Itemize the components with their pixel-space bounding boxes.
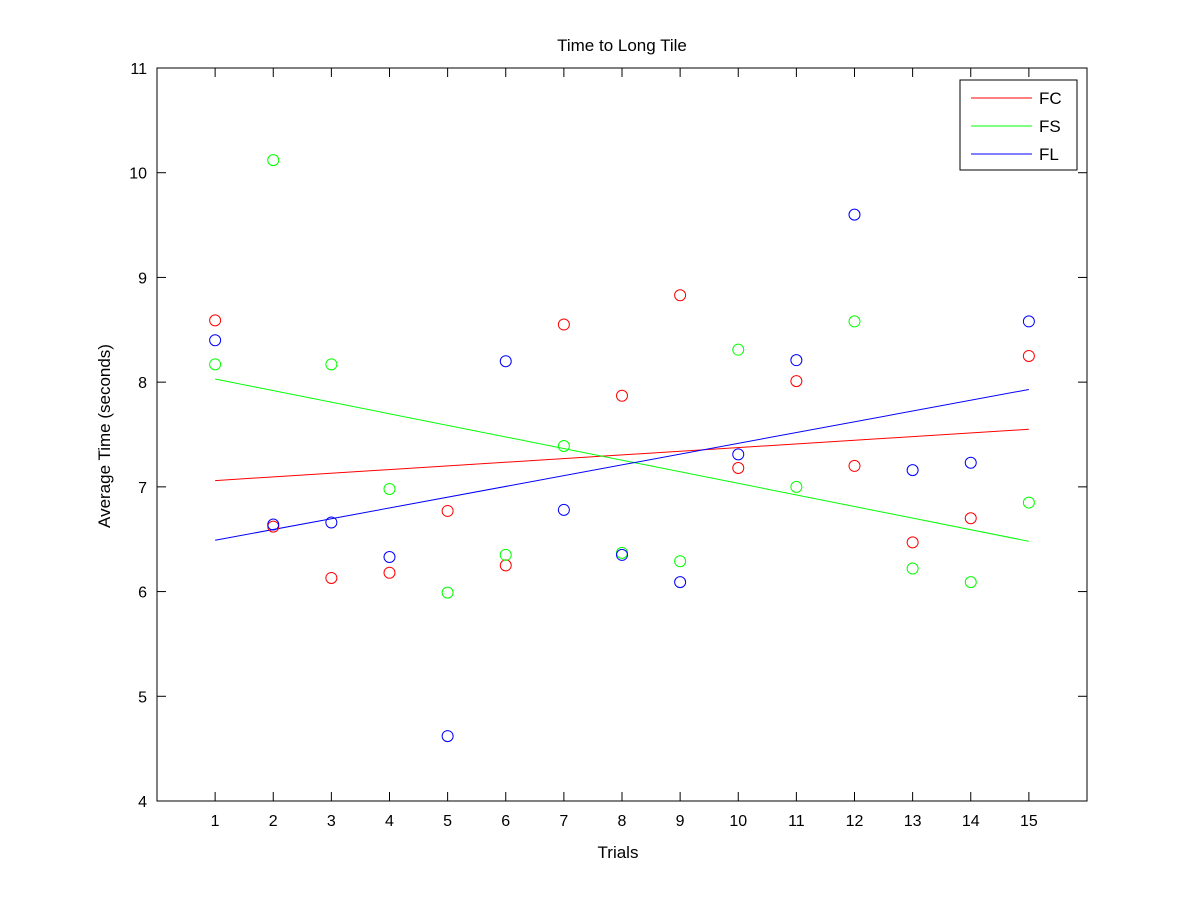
data-point-fs (732, 343, 745, 356)
x-tick-label: 4 (385, 813, 394, 830)
data-point-fl (732, 448, 745, 461)
data-point-fl (325, 516, 338, 529)
x-tick-label: 15 (1020, 813, 1038, 830)
data-point-fl (964, 456, 977, 469)
data-point-fl (499, 355, 512, 368)
data-point-fs (383, 482, 396, 495)
data-point-fs (557, 440, 570, 453)
x-tick-label: 13 (904, 813, 922, 830)
data-point-fs (267, 154, 280, 167)
data-point-fc (1022, 349, 1035, 362)
data-point-fs (499, 548, 512, 561)
x-tick-label: 2 (269, 813, 278, 830)
data-point-fl (616, 548, 628, 561)
data-point-fc (616, 389, 628, 402)
y-axis-title: Average Time (seconds) (95, 344, 114, 528)
data-point-fs (674, 555, 687, 568)
x-tick-label: 14 (962, 813, 980, 830)
data-point-fs (1022, 496, 1035, 509)
x-tick-label: 11 (788, 813, 805, 830)
data-point-fs (964, 576, 977, 589)
data-point-fs (906, 562, 919, 575)
y-tick-label: 11 (130, 61, 147, 78)
x-tick-label: 5 (443, 813, 452, 830)
legend-box (959, 79, 1078, 171)
data-point-fs (325, 358, 338, 371)
trend-lines (215, 378, 1029, 542)
data-point-fl (790, 354, 803, 367)
data-point-fc (674, 289, 687, 302)
data-point-fl (209, 334, 222, 347)
data-point-fc (383, 566, 396, 579)
data-point-fl (441, 730, 454, 743)
data-point-fc (964, 512, 977, 525)
fit-line-fc (215, 428, 1029, 482)
chart-title: Time to Long Tile (557, 36, 687, 55)
data-point-fs (441, 586, 454, 599)
data-point-fl (906, 464, 919, 477)
legend-label-fs: FS (1039, 117, 1061, 136)
data-point-fs (209, 358, 222, 371)
fit-line-fs (215, 378, 1029, 542)
data-point-fl (674, 576, 687, 589)
x-tick-label: 6 (501, 813, 510, 830)
data-point-fc (732, 462, 745, 475)
data-point-fl (383, 551, 396, 564)
fit-line-fl (215, 388, 1029, 541)
x-tick-label: 10 (729, 813, 747, 830)
x-tick-label: 12 (846, 813, 864, 830)
data-point-fs (790, 480, 803, 493)
plot-area (156, 67, 1088, 802)
legend: FC FS FL (959, 79, 1078, 171)
y-tick-label: 10 (129, 166, 147, 183)
data-point-fc (848, 459, 861, 472)
data-point-fc (441, 504, 454, 517)
legend-label-fl: FL (1039, 145, 1059, 164)
x-tick-label: 9 (676, 813, 685, 830)
x-tick-label: 1 (211, 813, 220, 830)
data-point-fl (557, 503, 570, 516)
data-point-fs (848, 315, 861, 328)
data-point-fc (790, 375, 803, 388)
x-tick-label: 7 (559, 813, 568, 830)
y-tick-label: 6 (138, 585, 147, 602)
data-point-fl (267, 518, 280, 531)
data-point-fc (499, 559, 512, 572)
x-axis-title: Trials (598, 843, 639, 862)
legend-label-fc: FC (1039, 89, 1062, 108)
y-tick-label: 4 (138, 794, 147, 811)
data-markers (209, 154, 1035, 743)
data-point-fc (209, 314, 222, 327)
x-tick-label: 3 (327, 813, 336, 830)
data-point-fl (848, 208, 861, 221)
data-point-fc (325, 571, 338, 584)
y-tick-label: 7 (138, 480, 147, 497)
y-tick-label: 5 (138, 689, 147, 706)
y-tick-label: 9 (138, 270, 147, 287)
x-tick-label: 8 (618, 813, 627, 830)
data-point-fc (557, 318, 570, 331)
data-point-fl (1022, 315, 1035, 328)
data-point-fc (906, 536, 919, 549)
y-tick-label: 8 (138, 375, 147, 392)
